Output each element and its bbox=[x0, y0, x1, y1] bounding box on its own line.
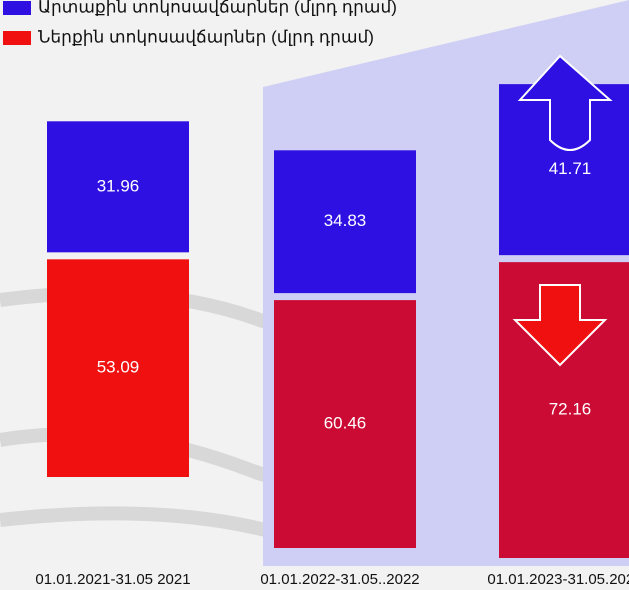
x-tick-label: 01.01.2022-31.05..2022 bbox=[260, 571, 419, 588]
value-label: 34.83 bbox=[324, 211, 367, 230]
legend-label: Ներքին տոկոսավճարներ (մլրդ դրամ) bbox=[38, 27, 374, 46]
up-arrow bbox=[517, 54, 613, 151]
bar bbox=[47, 259, 189, 477]
legend-label: Արտաքին տոկոսավճարներ (մլրդ դրամ) bbox=[38, 0, 397, 16]
marks: 53.09 31.96 60.46 34.83 72.16 41.71 bbox=[47, 84, 629, 558]
bar bbox=[274, 150, 416, 294]
legend-swatch bbox=[3, 1, 31, 15]
value-label: 31.96 bbox=[97, 176, 140, 195]
value-label: 41.71 bbox=[549, 159, 592, 178]
x-tick-label: 01.01.2023-31.05.2023 bbox=[487, 571, 629, 588]
legend-swatch bbox=[3, 31, 31, 45]
value-label: 53.09 bbox=[97, 358, 140, 377]
value-label: 72.16 bbox=[549, 400, 592, 419]
bar bbox=[47, 121, 189, 253]
down-arrow bbox=[512, 284, 608, 367]
value-label: 60.46 bbox=[324, 414, 367, 433]
x-tick-label: 01.01.2021-31.05 2021 bbox=[35, 571, 190, 588]
bar bbox=[274, 300, 416, 548]
